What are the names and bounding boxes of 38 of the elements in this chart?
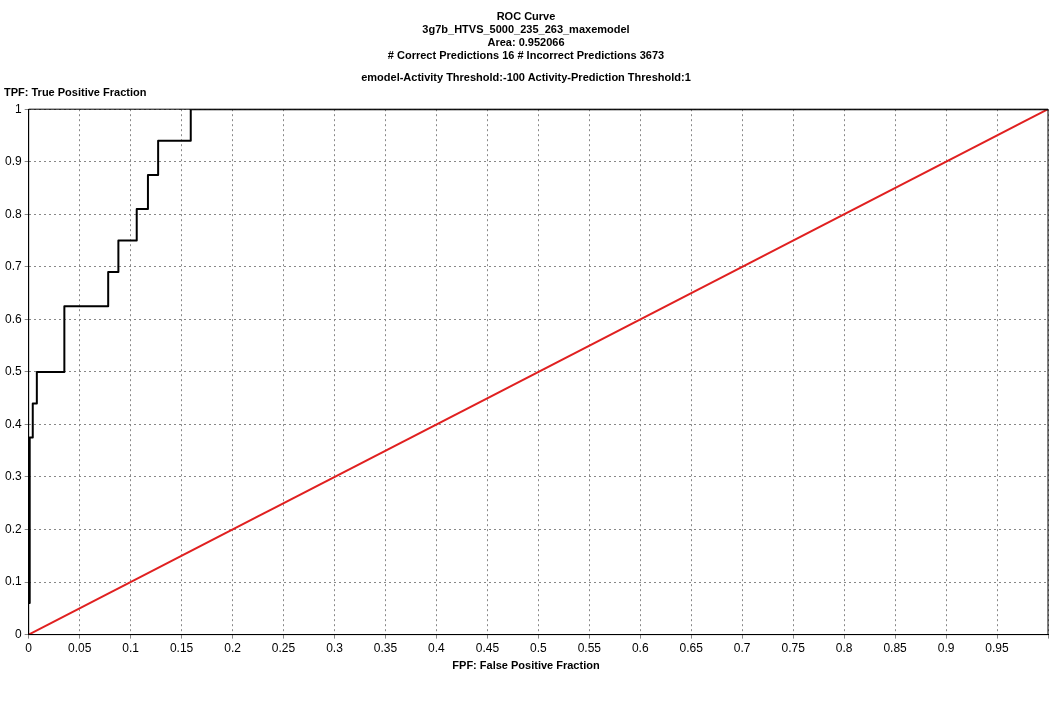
x-tick-label: 0.15 — [169, 641, 194, 656]
x-tick-label: 0.6 — [631, 641, 649, 656]
x-tick-label: 0.25 — [271, 641, 296, 656]
chart-subtitle: 3g7b_HTVS_5000_235_263_maxemodel — [421, 23, 631, 36]
y-tick-label: 0.4 — [4, 416, 22, 431]
text: emodel-Activity Threshold:-100 Activity-Prediction Threshold:1 — [360, 71, 692, 84]
y-tick-label: 0 — [14, 626, 22, 641]
x-tick-label: 0.9 — [937, 641, 955, 656]
y-tick-label: 0.7 — [4, 259, 22, 274]
x-tick-label: 0.5 — [530, 641, 547, 656]
y-tick-label: 0.2 — [4, 521, 22, 536]
y-axis-title: TPF: True Positive Fraction — [4, 86, 148, 99]
x-tick-label: 0.1 — [122, 641, 140, 656]
x-tick-label: 0 — [25, 641, 33, 656]
chart-title: ROC Curve — [495, 10, 557, 23]
x-tick-label: 0.8 — [835, 641, 853, 656]
y-tick-label: 1 — [14, 101, 22, 116]
x-tick-label: 0.3 — [326, 641, 344, 656]
x-tick-label: 0.65 — [679, 641, 704, 656]
y-tick-label: 0.3 — [4, 469, 22, 484]
x-tick-label: 0.75 — [781, 641, 806, 656]
y-tick-label: 0.5 — [4, 364, 22, 379]
x-tick-label: 0.85 — [883, 641, 908, 656]
x-tick-label: 0.35 — [373, 641, 398, 656]
text: Area: 0.952066 — [486, 36, 566, 49]
y-tick-label: 0.6 — [4, 311, 22, 326]
x-tick-label: 0.05 — [67, 641, 92, 656]
x-tick-label: 0.95 — [985, 641, 1010, 656]
x-tick-label: 0.55 — [577, 641, 602, 656]
text: # Correct Predictions 16 # Incorrect Predictions 3673 — [386, 49, 666, 62]
x-tick-label: 0.7 — [733, 641, 751, 656]
x-tick-label: 0.4 — [428, 641, 446, 656]
y-tick-label: 0.9 — [4, 154, 22, 169]
y-tick-label: 0.8 — [4, 206, 22, 221]
y-tick-label: 0.1 — [4, 574, 22, 589]
x-axis-title: FPF: False Positive Fraction — [451, 659, 601, 671]
x-tick-label: 0.45 — [475, 641, 500, 656]
x-tick-label: 0.2 — [224, 641, 242, 656]
